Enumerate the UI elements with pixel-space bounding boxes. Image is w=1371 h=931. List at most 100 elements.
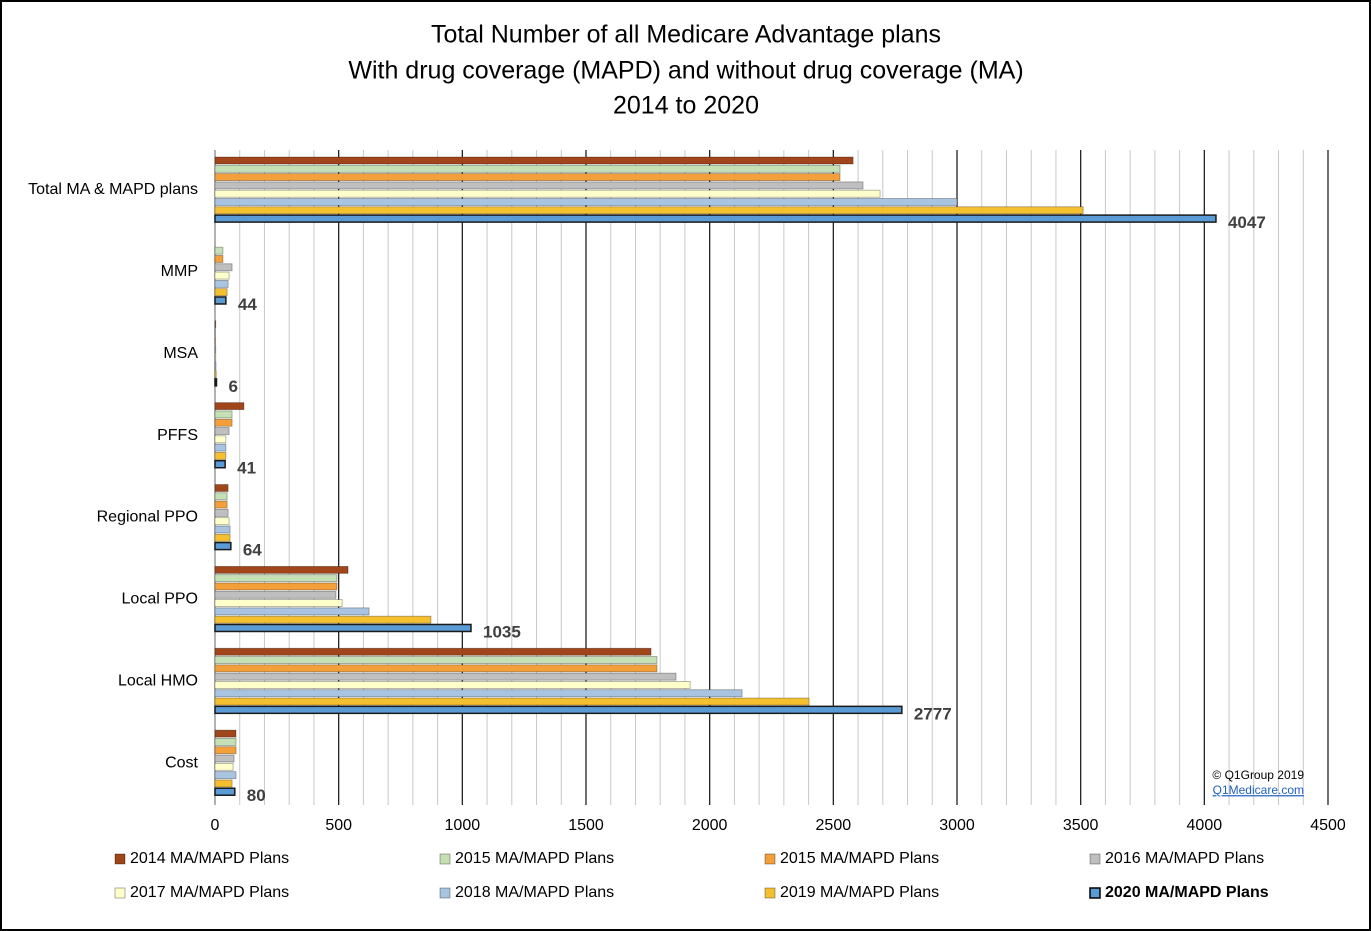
bar (214, 246, 224, 255)
legend-swatch (114, 853, 126, 865)
bar (214, 378, 218, 387)
y-tick-label: Total MA & MAPD plans (28, 181, 198, 198)
bar (214, 565, 349, 574)
bar (214, 697, 810, 706)
bar (214, 533, 231, 542)
bar (214, 574, 338, 583)
bar (214, 771, 237, 780)
x-tick-label: 1000 (445, 817, 481, 834)
legend-swatch (1089, 853, 1101, 865)
bar (214, 762, 234, 771)
bar (214, 296, 227, 305)
data-label: 44 (238, 295, 257, 314)
data-label: 4047 (1228, 213, 1266, 232)
data-label: 80 (247, 786, 266, 805)
bar (214, 664, 658, 673)
source-link[interactable]: Q1Medicare.com (1213, 783, 1304, 797)
bar (214, 754, 235, 763)
x-tick-label: 0 (211, 817, 220, 834)
legend-swatch (1089, 887, 1101, 899)
legend-label: 2014 MA/MAPD Plans (130, 850, 289, 867)
legend-swatch (114, 887, 126, 899)
bar (214, 607, 370, 616)
bar (214, 492, 228, 501)
bar (214, 156, 854, 165)
bar (214, 370, 217, 378)
legend-label: 2016 MA/MAPD Plans (1105, 850, 1264, 867)
legend-label: 2015 MA/MAPD Plans (455, 850, 614, 867)
legend-label: 2019 MA/MAPD Plans (780, 884, 939, 901)
data-label: 6 (228, 377, 237, 396)
legend-swatch (764, 853, 776, 865)
bar (214, 435, 227, 444)
y-tick-label: Cost (165, 754, 198, 771)
bar (214, 525, 231, 534)
chart-title: 2014 to 2020 (613, 92, 759, 120)
bar (214, 508, 229, 517)
bar (214, 402, 245, 411)
bar (214, 681, 691, 689)
legend-label: 2017 MA/MAPD Plans (130, 884, 289, 901)
x-tick-label: 2000 (692, 817, 728, 834)
bar (214, 705, 903, 715)
bar (214, 689, 743, 698)
bar (214, 418, 233, 427)
bar (214, 288, 228, 297)
x-tick-label: 4500 (1310, 817, 1346, 834)
bar (214, 198, 958, 206)
bar (214, 443, 227, 452)
bar (214, 214, 1217, 223)
x-tick-label: 2500 (816, 817, 852, 834)
y-tick-label: Local HMO (118, 672, 198, 689)
y-tick-label: Regional PPO (97, 509, 198, 526)
bar (214, 206, 1084, 215)
bar (214, 779, 233, 788)
data-label: 41 (237, 459, 256, 478)
bar (214, 590, 337, 599)
bar (214, 623, 472, 633)
bar (214, 345, 217, 354)
bar (214, 500, 228, 509)
bar (214, 353, 217, 362)
bar (214, 320, 217, 329)
legend-label: 2018 MA/MAPD Plans (455, 884, 614, 901)
bar (214, 746, 237, 755)
bar (214, 271, 230, 280)
bar (214, 173, 841, 182)
y-tick-label: PFFS (157, 427, 198, 444)
bar (214, 672, 677, 681)
bar (214, 255, 224, 263)
bar (214, 582, 338, 591)
y-tick-label: Local PPO (122, 591, 198, 608)
legend-swatch (439, 887, 451, 899)
bar (214, 729, 237, 738)
x-tick-label: 4000 (1187, 817, 1223, 834)
legend-swatch (764, 887, 776, 899)
legend-label: 2020 MA/MAPD Plans (1105, 884, 1269, 901)
x-tick-label: 500 (325, 817, 352, 834)
y-tick-label: MMP (161, 263, 198, 280)
data-label: 64 (243, 541, 262, 560)
bar (214, 279, 229, 288)
bar (214, 164, 841, 173)
copyright: © Q1Group 2019 (1212, 768, 1304, 782)
data-label: 1035 (483, 622, 521, 641)
bar (214, 189, 881, 198)
bar (214, 484, 229, 492)
bar (214, 738, 237, 746)
bar (214, 647, 652, 656)
bar (214, 656, 658, 664)
chart-title: With drug coverage (MAPD) and without dr… (348, 57, 1023, 85)
legend-swatch (439, 853, 451, 865)
bar (214, 599, 343, 607)
y-tick-label: MSA (163, 345, 198, 362)
bar (214, 181, 864, 190)
bar (214, 787, 236, 796)
data-label: 2777 (914, 704, 952, 723)
bar (214, 427, 230, 435)
bar (214, 452, 227, 460)
legend-label: 2015 MA/MAPD Plans (780, 850, 939, 867)
x-tick-label: 3500 (1063, 817, 1099, 834)
